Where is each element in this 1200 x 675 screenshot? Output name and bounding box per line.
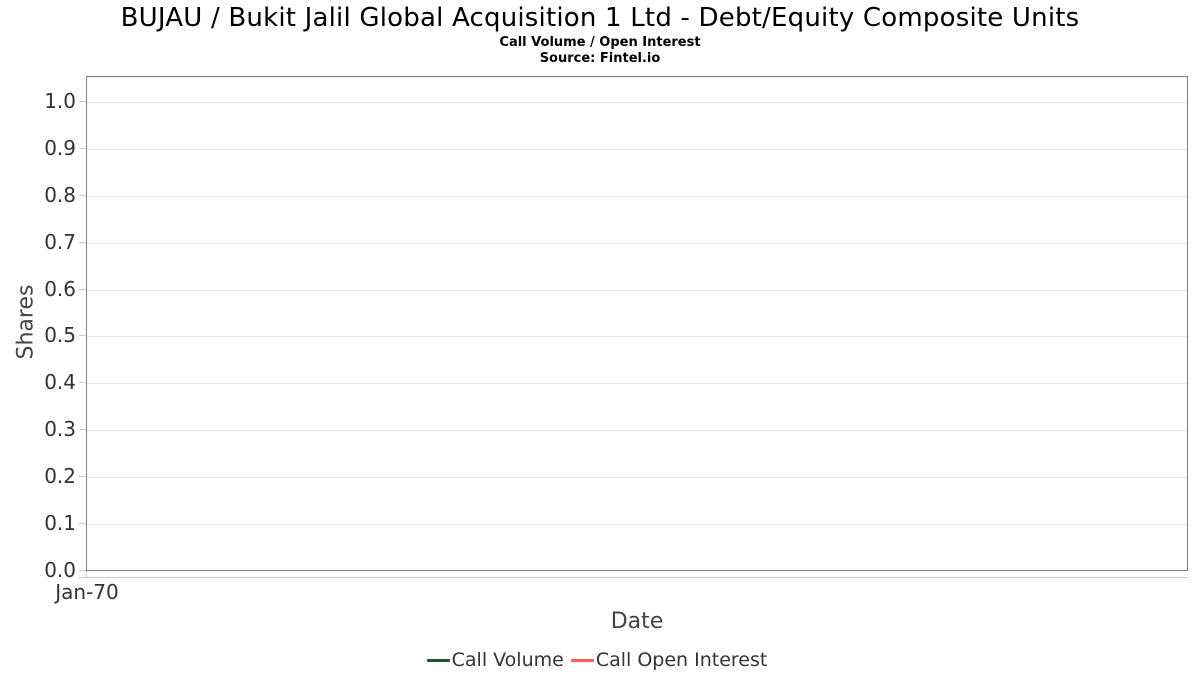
y-tick-mark-0.6 xyxy=(79,289,86,290)
gridline-y-0.9 xyxy=(87,149,1187,150)
call-volume-line-swatch xyxy=(426,658,450,662)
y-tick-label-0.8: 0.8 xyxy=(44,183,76,207)
plot-area xyxy=(86,76,1188,571)
legend-label-call-volume: Call Volume xyxy=(451,649,564,671)
y-tick-mark-0.1 xyxy=(79,523,86,524)
y-tick-label-0.6: 0.6 xyxy=(44,277,76,301)
gridline-y-0.8 xyxy=(87,196,1187,197)
y-tick-mark-0.4 xyxy=(79,382,86,383)
y-axis-title: Shares xyxy=(13,284,39,360)
legend-item-call-open-interest[interactable]: Call Open Interest xyxy=(570,649,768,671)
y-tick-label-0.0: 0.0 xyxy=(44,558,76,582)
y-tick-mark-0.9 xyxy=(79,148,86,149)
y-tick-mark-1.0 xyxy=(79,101,86,102)
y-tick-label-0.5: 0.5 xyxy=(44,323,76,347)
y-tick-mark-0.5 xyxy=(79,335,86,336)
chart-legend: Call Volume Call Open Interest xyxy=(0,648,1194,672)
gridline-y-0.4 xyxy=(87,383,1187,384)
legend-item-call-volume[interactable]: Call Volume xyxy=(426,649,564,671)
y-tick-label-0.9: 0.9 xyxy=(44,136,76,160)
y-tick-mark-0.0 xyxy=(79,570,86,571)
gridline-y-0.7 xyxy=(87,243,1187,244)
gridline-y-0.2 xyxy=(87,477,1187,478)
y-tick-label-0.3: 0.3 xyxy=(44,417,76,441)
y-tick-label-0.2: 0.2 xyxy=(44,464,76,488)
chart-title: BUJAU / Bukit Jalil Global Acquisition 1… xyxy=(120,3,1080,33)
gridline-y-1.0 xyxy=(87,102,1187,103)
x-tick-label: Jan-70 xyxy=(55,580,119,604)
y-tick-mark-0.2 xyxy=(79,476,86,477)
legend-label-call-open-interest: Call Open Interest xyxy=(595,649,768,671)
y-tick-label-1.0: 1.0 xyxy=(44,89,76,113)
x-tick-mark xyxy=(86,571,87,577)
x-axis-line xyxy=(79,577,1188,578)
y-tick-label-0.4: 0.4 xyxy=(44,370,76,394)
gridline-y-0.6 xyxy=(87,290,1187,291)
y-tick-label-0.1: 0.1 xyxy=(44,511,76,535)
y-tick-label-0.7: 0.7 xyxy=(44,230,76,254)
gridline-y-0.1 xyxy=(87,524,1187,525)
y-tick-mark-0.7 xyxy=(79,242,86,243)
y-tick-mark-0.3 xyxy=(79,429,86,430)
gridline-y-0.5 xyxy=(87,336,1187,337)
call-open-interest-line-swatch xyxy=(570,658,594,662)
gridline-y-0.3 xyxy=(87,430,1187,431)
y-tick-mark-0.8 xyxy=(79,195,86,196)
x-axis-title: Date xyxy=(610,609,664,634)
chart-subtitle: Call Volume / Open Interest xyxy=(499,35,701,50)
chart-source-label: Source: Fintel.io xyxy=(539,51,661,66)
